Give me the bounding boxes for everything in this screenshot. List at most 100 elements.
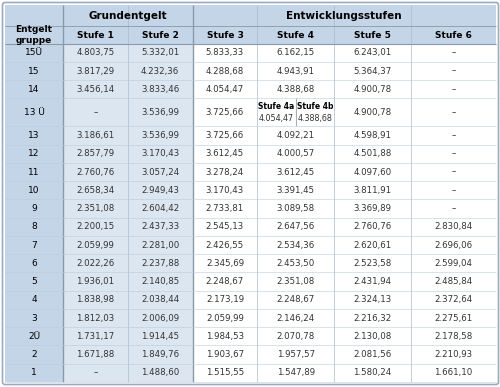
Bar xyxy=(192,80,258,98)
Text: 3.391,45: 3.391,45 xyxy=(276,186,314,195)
Bar xyxy=(128,163,192,181)
Text: 2.281,00: 2.281,00 xyxy=(141,241,180,250)
Text: 5.364,37: 5.364,37 xyxy=(353,67,392,75)
Text: 2.345,69: 2.345,69 xyxy=(206,259,244,268)
Bar xyxy=(410,145,496,163)
Text: 2.426,55: 2.426,55 xyxy=(206,241,244,250)
Text: 2.200,15: 2.200,15 xyxy=(76,222,114,231)
Bar xyxy=(334,291,410,309)
Bar xyxy=(192,346,258,364)
Bar xyxy=(258,346,334,364)
Bar xyxy=(258,145,334,163)
Bar xyxy=(334,254,410,272)
Text: 3.725,66: 3.725,66 xyxy=(206,108,244,117)
Text: –: – xyxy=(451,149,456,158)
Bar xyxy=(334,217,410,236)
Bar xyxy=(410,199,496,217)
Bar xyxy=(128,272,192,291)
Bar xyxy=(128,80,192,98)
Text: 4.598,91: 4.598,91 xyxy=(354,131,392,140)
Text: 1.580,24: 1.580,24 xyxy=(353,368,392,377)
Bar xyxy=(63,217,128,236)
Bar xyxy=(410,327,496,346)
Bar xyxy=(5,80,63,98)
Text: 4.388,68: 4.388,68 xyxy=(276,85,315,94)
Text: 1.984,53: 1.984,53 xyxy=(206,332,244,341)
Text: 2.059,99: 2.059,99 xyxy=(206,313,244,323)
Bar xyxy=(334,181,410,199)
Bar xyxy=(334,346,410,364)
Text: 4.803,75: 4.803,75 xyxy=(76,48,114,57)
Bar xyxy=(5,181,63,199)
Bar xyxy=(192,236,258,254)
Text: Stufe 4: Stufe 4 xyxy=(277,31,314,39)
Text: 2.248,67: 2.248,67 xyxy=(276,295,315,304)
Text: 14: 14 xyxy=(28,85,40,94)
Bar xyxy=(5,217,63,236)
Text: 4.900,78: 4.900,78 xyxy=(353,85,392,94)
Bar xyxy=(128,26,192,44)
Bar xyxy=(334,26,410,44)
Text: –: – xyxy=(451,108,456,117)
Bar xyxy=(63,199,128,217)
Text: 2.647,56: 2.647,56 xyxy=(276,222,315,231)
Bar xyxy=(63,127,128,145)
Bar xyxy=(5,145,63,163)
Text: 2.620,61: 2.620,61 xyxy=(353,241,392,250)
Bar xyxy=(63,254,128,272)
Bar xyxy=(258,199,334,217)
Text: 2.130,08: 2.130,08 xyxy=(353,332,392,341)
Text: 2.696,06: 2.696,06 xyxy=(434,241,472,250)
Text: Entwicklungsstufen: Entwicklungsstufen xyxy=(286,11,402,21)
Text: 2.760,76: 2.760,76 xyxy=(353,222,392,231)
Text: 5: 5 xyxy=(31,277,37,286)
Bar xyxy=(128,127,192,145)
Bar xyxy=(334,62,410,80)
Bar xyxy=(128,145,192,163)
Bar xyxy=(63,309,128,327)
Bar xyxy=(192,291,258,309)
Text: 4: 4 xyxy=(31,295,37,304)
Bar xyxy=(258,163,334,181)
Text: 2.431,94: 2.431,94 xyxy=(353,277,392,286)
Bar xyxy=(192,62,258,80)
Bar xyxy=(5,236,63,254)
Text: –: – xyxy=(451,67,456,75)
Bar xyxy=(128,236,192,254)
Text: 2.351,08: 2.351,08 xyxy=(276,277,315,286)
Text: 2.437,33: 2.437,33 xyxy=(141,222,180,231)
Text: 13: 13 xyxy=(28,131,40,140)
Bar xyxy=(192,272,258,291)
Bar xyxy=(410,236,496,254)
Text: 1.515,55: 1.515,55 xyxy=(206,368,244,377)
Text: 2.372,64: 2.372,64 xyxy=(434,295,472,304)
Bar xyxy=(63,236,128,254)
Bar xyxy=(5,62,63,80)
Bar xyxy=(410,309,496,327)
Text: 3.725,66: 3.725,66 xyxy=(206,131,244,140)
Bar xyxy=(63,291,128,309)
Text: 2.658,34: 2.658,34 xyxy=(76,186,114,195)
Bar xyxy=(258,327,334,346)
Bar xyxy=(128,217,192,236)
Text: 4.054,47: 4.054,47 xyxy=(206,85,244,94)
Bar xyxy=(410,80,496,98)
Text: 3.536,99: 3.536,99 xyxy=(141,108,179,117)
Text: 1.849,76: 1.849,76 xyxy=(141,350,179,359)
Bar xyxy=(5,272,63,291)
Bar xyxy=(63,5,192,26)
Bar xyxy=(258,309,334,327)
Text: –: – xyxy=(93,368,98,377)
Bar xyxy=(128,199,192,217)
Text: –: – xyxy=(451,48,456,57)
Bar xyxy=(5,98,63,127)
Text: 6.162,15: 6.162,15 xyxy=(276,48,315,57)
Text: 2.140,85: 2.140,85 xyxy=(141,277,180,286)
Text: 2.949,43: 2.949,43 xyxy=(141,186,179,195)
Bar xyxy=(128,346,192,364)
Bar xyxy=(258,254,334,272)
Text: 4.000,57: 4.000,57 xyxy=(276,149,315,158)
Bar xyxy=(5,346,63,364)
Text: 1.957,57: 1.957,57 xyxy=(276,350,314,359)
Text: 2.081,56: 2.081,56 xyxy=(353,350,392,359)
